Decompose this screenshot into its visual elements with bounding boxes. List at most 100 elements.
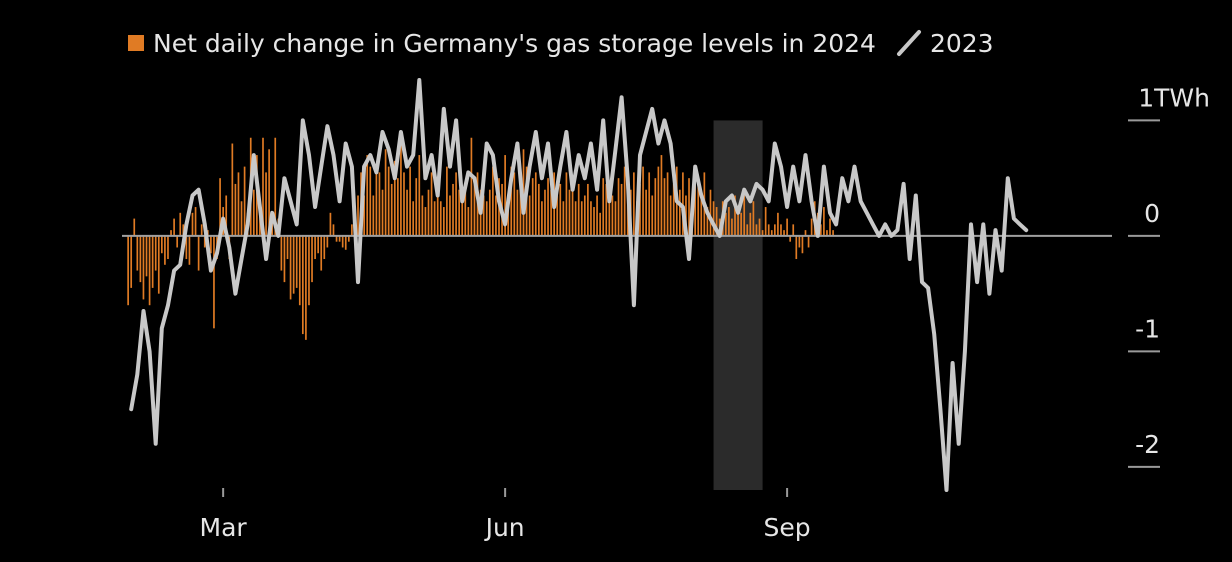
- bar-2024: [645, 189, 647, 236]
- bar-2024: [262, 137, 264, 236]
- bar-2024: [188, 235, 191, 265]
- bar-2024: [731, 218, 733, 236]
- bar-2024: [651, 195, 654, 236]
- bar-2024: [774, 224, 776, 236]
- bar-2024: [449, 195, 451, 236]
- bar-2024: [164, 235, 166, 265]
- bar-2024: [139, 235, 142, 283]
- bar-2024: [519, 183, 522, 236]
- bar-2024: [528, 195, 531, 236]
- y-tick-label: -1: [1135, 314, 1160, 343]
- bar-2024: [157, 235, 160, 294]
- bar-2024: [823, 207, 825, 236]
- bar-2024: [577, 183, 580, 236]
- bar-2024: [737, 207, 739, 236]
- bar-2024: [397, 178, 399, 236]
- bar-2024: [442, 207, 445, 236]
- bar-2024: [767, 224, 770, 236]
- bar-2024: [488, 189, 491, 236]
- y-tick-label: -2: [1135, 430, 1160, 459]
- x-tick-label: Jun: [484, 513, 525, 542]
- y-tick-label: 1TWh: [1138, 83, 1210, 112]
- bar-2024: [829, 218, 831, 236]
- y-axis: 1TWh 0 -1 -2: [1128, 83, 1210, 468]
- bar-2024: [308, 235, 310, 306]
- bar-2024: [400, 143, 402, 236]
- bar-2024: [363, 195, 365, 236]
- legend-label-2024: Net daily change in Germany's gas storag…: [153, 28, 876, 58]
- bar-2024: [819, 224, 822, 236]
- bar-2024: [213, 235, 215, 329]
- bar-2024: [298, 235, 301, 306]
- bar-2024: [669, 195, 672, 236]
- bar-2024: [724, 212, 727, 236]
- bar-2024: [602, 178, 605, 236]
- bar-2024: [531, 178, 534, 236]
- bar-2024: [605, 183, 608, 236]
- y-tick-label: 0: [1144, 199, 1160, 228]
- bar-2024: [697, 183, 700, 236]
- bar-2024: [231, 143, 234, 236]
- bar-2024: [237, 172, 240, 236]
- bar-2024: [210, 235, 212, 254]
- bar-2024: [728, 207, 730, 236]
- bar-2024: [464, 183, 467, 236]
- bar-2024: [712, 201, 715, 236]
- bar-2024: [341, 235, 344, 248]
- legend-label-2023: 2023: [929, 28, 994, 58]
- bar-2024: [366, 155, 369, 236]
- bar-2024: [317, 235, 320, 254]
- bar-2024: [743, 195, 746, 236]
- bar-2024: [384, 149, 387, 236]
- bar-2024: [439, 201, 442, 236]
- bar-2024: [832, 230, 834, 236]
- bar-2024: [436, 183, 439, 236]
- bar-2024: [286, 235, 289, 260]
- bar-2024: [620, 183, 623, 236]
- bar-2024: [323, 235, 326, 260]
- bar-2024: [504, 155, 506, 236]
- bar-2024: [770, 230, 773, 236]
- bar-2024: [390, 183, 393, 236]
- bar-2024: [617, 178, 620, 236]
- bar-2024: [182, 224, 185, 236]
- bar-2024: [458, 189, 460, 236]
- bar-2024: [482, 195, 485, 236]
- bar-2024: [556, 195, 559, 236]
- bar-2024: [375, 166, 378, 236]
- bar-2024: [611, 195, 614, 236]
- bar-2024: [749, 212, 752, 236]
- bar-2024: [660, 155, 663, 236]
- bar-2024: [203, 235, 206, 248]
- bar-2024: [225, 195, 228, 236]
- bar-2024: [142, 235, 145, 300]
- bar-2024: [688, 178, 690, 236]
- bar-2024: [734, 195, 736, 236]
- bar-2024: [430, 172, 433, 236]
- bar-2024: [145, 235, 148, 277]
- legend-swatch-2024: [128, 35, 144, 51]
- bar-2024: [311, 235, 313, 283]
- x-axis: Mar Jun Sep: [200, 488, 811, 542]
- bar-2024: [179, 212, 182, 236]
- chart-legend: Net daily change in Germany's gas storag…: [128, 28, 994, 58]
- bar-2024: [657, 166, 660, 236]
- bar-2024: [642, 166, 644, 236]
- bar-2024: [326, 235, 329, 248]
- bar-2024: [623, 166, 626, 236]
- legend-line-icon: [896, 30, 921, 56]
- bar-2024: [292, 235, 295, 294]
- bar-2024: [547, 178, 549, 236]
- bar-2024: [351, 224, 353, 236]
- bar-2024: [513, 172, 516, 236]
- bar-2024: [593, 207, 595, 236]
- bar-2024: [412, 201, 415, 236]
- bar-2024: [694, 166, 697, 236]
- bar-2024: [826, 230, 828, 236]
- bar-2024: [335, 235, 338, 242]
- bar-2024: [295, 235, 298, 288]
- bar-2024: [194, 207, 197, 236]
- bar-2024: [568, 189, 571, 236]
- bar-2024: [338, 235, 341, 242]
